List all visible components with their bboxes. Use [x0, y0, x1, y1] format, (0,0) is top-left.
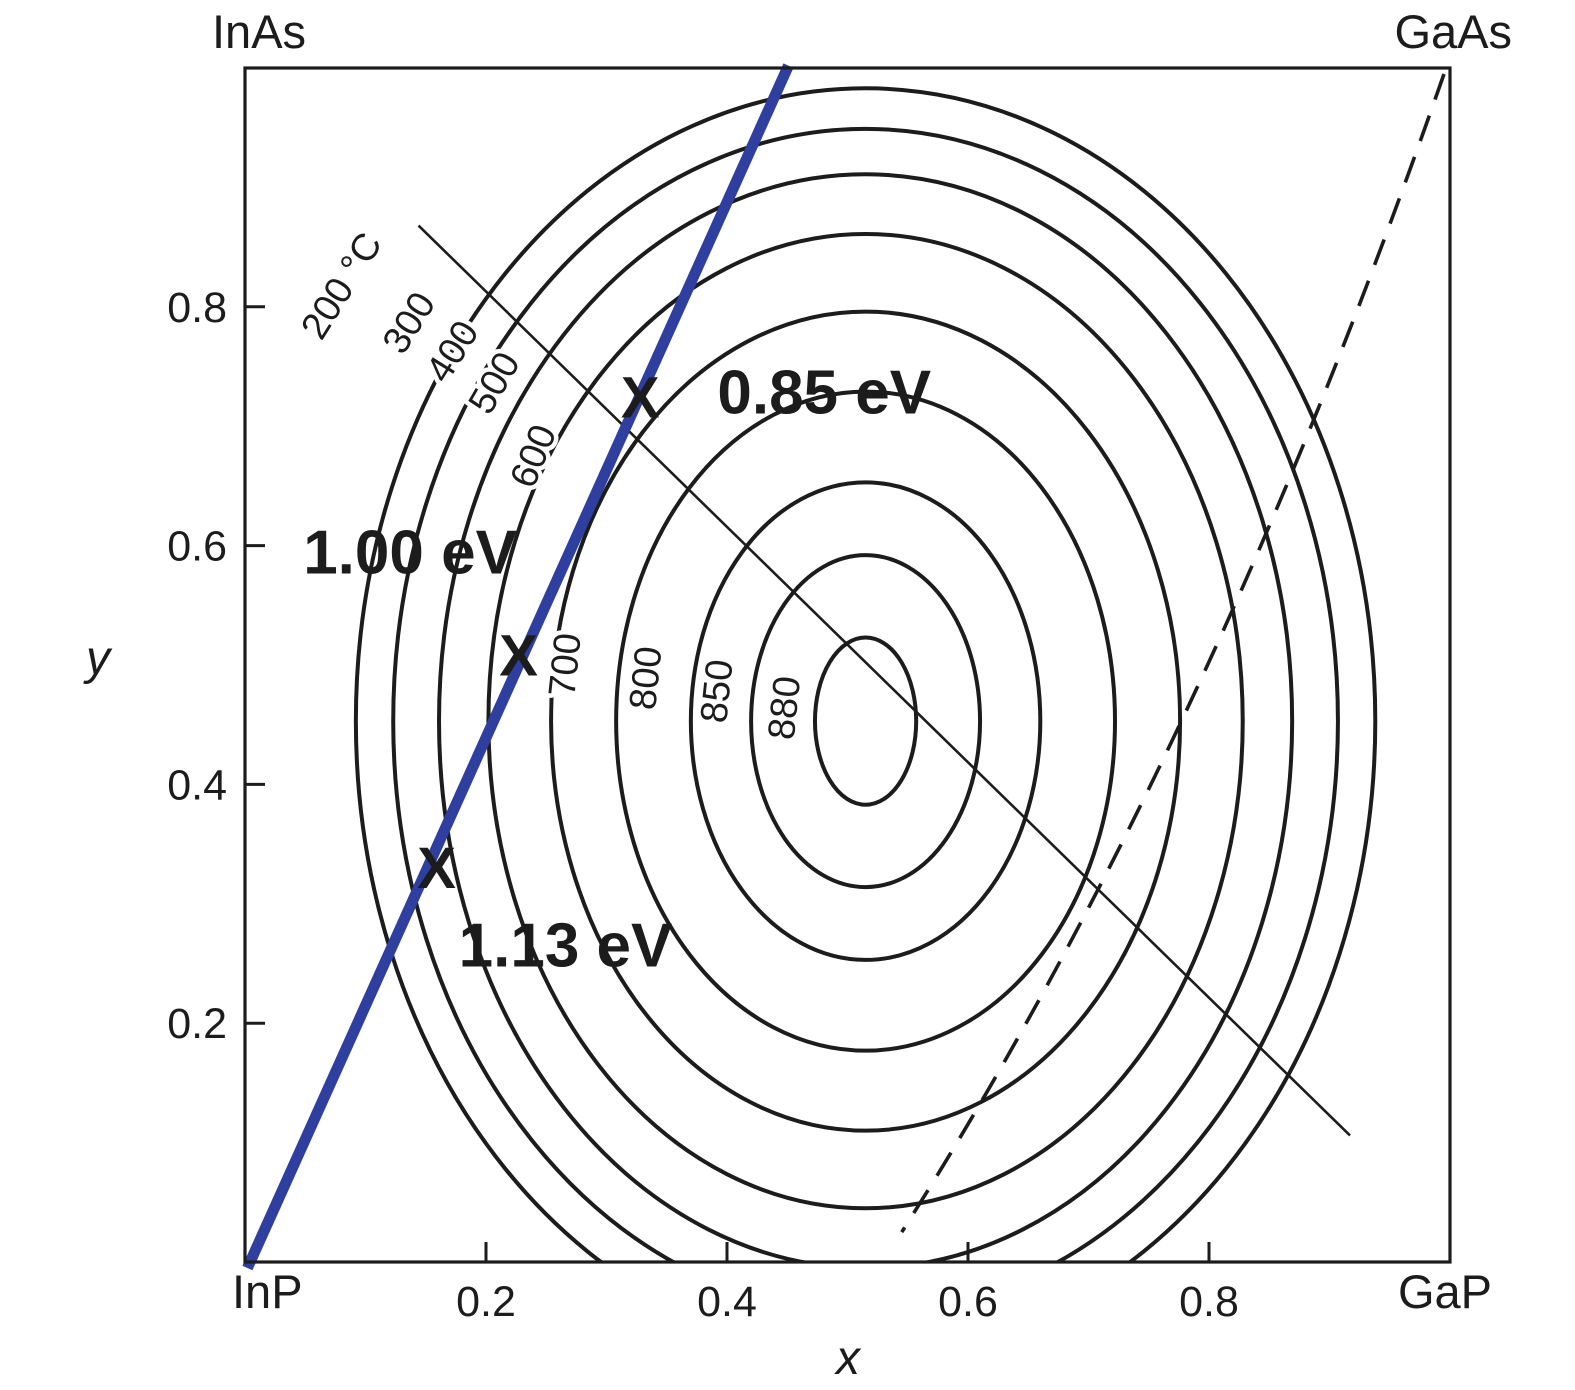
corner-label-inas: InAs — [212, 5, 306, 58]
y-tick-label-3: 0.8 — [167, 284, 227, 332]
dashed-boundary-line — [900, 73, 1446, 1234]
isotherm-contour-880 — [812, 635, 919, 807]
lattice-match-line — [242, 63, 794, 1271]
y-tick-label-0: 0.2 — [167, 1000, 227, 1048]
isotherm-contour-600 — [549, 309, 1183, 1133]
x-tick-label-0: 0.2 — [456, 1278, 516, 1326]
corner-label-gap: GaP — [1398, 1265, 1492, 1318]
bandgap-marker-x-0: X — [621, 366, 660, 431]
corner-label-gaas: GaAs — [1394, 5, 1512, 58]
corner-label-inp: InP — [232, 1265, 303, 1318]
x-axis-title: x — [834, 1332, 862, 1385]
isotherm-contour-400 — [437, 172, 1295, 1262]
bandgap-label-2: 1.13 eV — [459, 911, 673, 980]
x-tick-label-1: 0.4 — [697, 1278, 757, 1326]
bandgap-label-1: 1.00 eV — [303, 519, 517, 588]
x-tick-label-2: 0.6 — [938, 1278, 998, 1326]
isotherm-label-850: 850 — [693, 657, 741, 724]
isotherm-contour-850 — [749, 553, 983, 890]
isotherm-label-200: 200 °C — [293, 226, 390, 347]
isotherm-contour-700 — [614, 389, 1118, 1053]
bandgap-marker-x-1: X — [499, 623, 538, 688]
isotherm-contour-300 — [391, 127, 1340, 1262]
isotherm-contour-200 — [354, 86, 1378, 1262]
temperature-label-line — [417, 224, 1351, 1137]
bandgap-marker-x-2: X — [417, 836, 456, 901]
bandgap-label-0: 0.85 eV — [717, 359, 931, 428]
isotherm-contour-800 — [688, 480, 1043, 962]
y-tick-label-2: 0.6 — [167, 523, 227, 571]
isotherm-label-600: 600 — [503, 419, 566, 494]
isotherm-label-700: 700 — [541, 631, 589, 698]
isotherm-contours — [354, 86, 1378, 1262]
y-tick-label-1: 0.4 — [167, 761, 227, 809]
isotherm-label-880: 880 — [761, 674, 809, 741]
x-tick-label-3: 0.8 — [1179, 1278, 1239, 1326]
y-axis-title: y — [83, 632, 113, 685]
plot-frame — [243, 66, 1452, 1264]
isotherm-label-800: 800 — [622, 644, 670, 711]
